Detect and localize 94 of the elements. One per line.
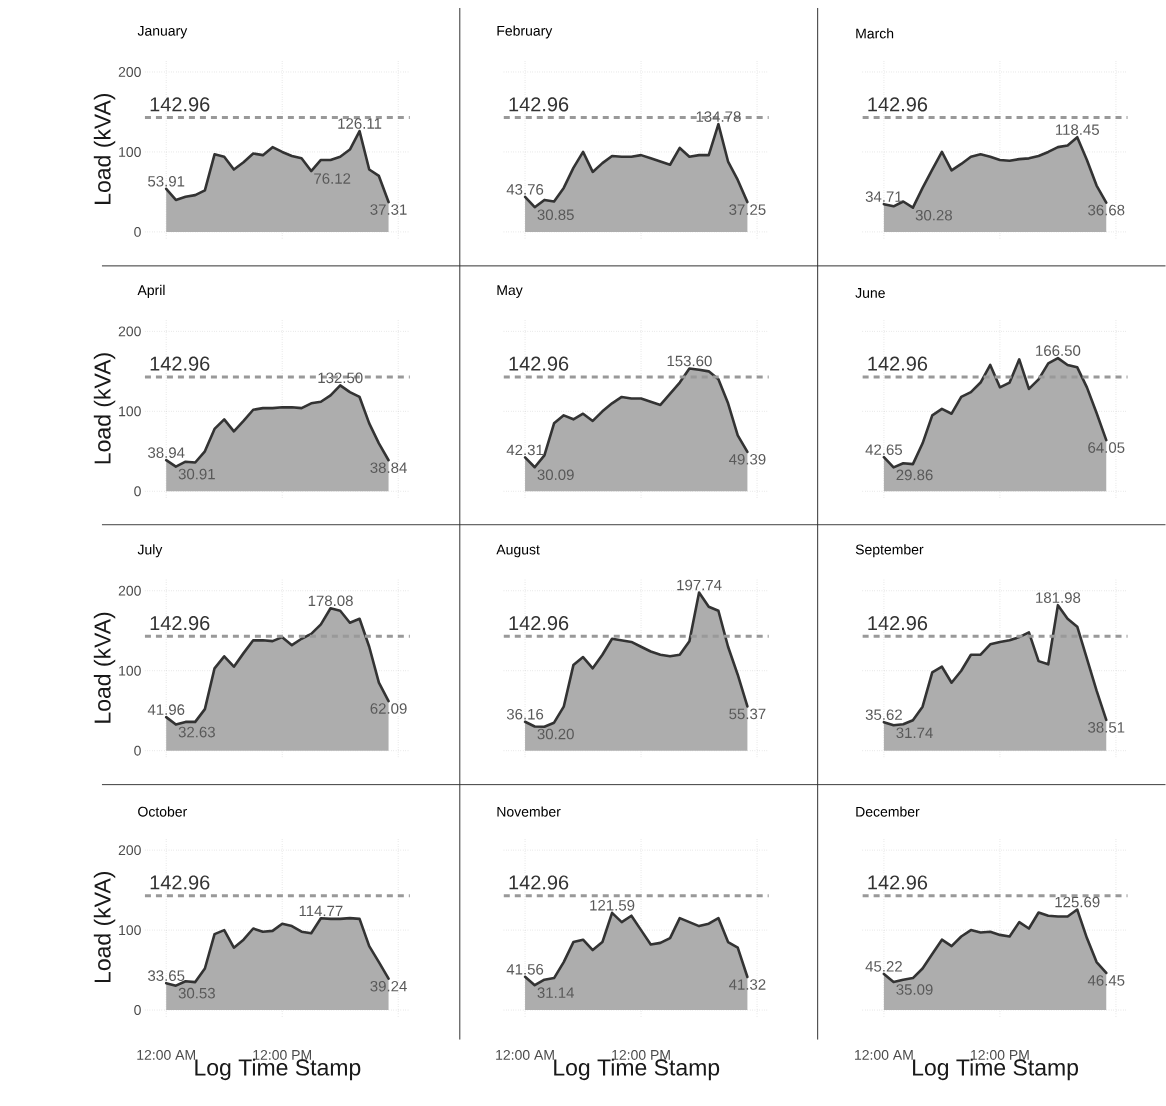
- annotation: 153.60: [667, 355, 712, 367]
- annotation: 178.08: [308, 595, 353, 607]
- y-tick-label: 100: [119, 406, 141, 417]
- annotation: 31.74: [896, 727, 933, 739]
- annotation: 134.78: [696, 111, 741, 123]
- annotation: 35.62: [865, 709, 902, 721]
- annotation: 38.84: [370, 462, 407, 474]
- annotation: 30.28: [915, 210, 952, 221]
- y-tick-label: 0: [134, 745, 141, 756]
- y-tick-label: 200: [118, 845, 141, 856]
- chart-title: November: [497, 806, 561, 817]
- annotation: 197.74: [677, 579, 722, 591]
- chart-title: December: [856, 806, 920, 817]
- y-tick-label: 200: [118, 326, 141, 337]
- y-tick-label: 200: [118, 67, 141, 78]
- x-tick-label: 12:00 AM: [137, 1050, 195, 1061]
- annotation: 49.39: [728, 454, 766, 465]
- ref-line-label: 142.96: [150, 616, 210, 631]
- annotation: 121.59: [590, 900, 635, 911]
- ref-line-label: 142.96: [868, 875, 928, 890]
- chart-title: September: [855, 544, 924, 558]
- y-axis-title: Load (kVA): [93, 872, 116, 983]
- ref-line-label: 142.96: [150, 97, 210, 112]
- chart-title: January: [137, 26, 188, 39]
- x-tick-label: 12:00 AM: [496, 1050, 554, 1061]
- chart-title: March: [856, 28, 894, 39]
- annotation: 29.86: [896, 469, 933, 481]
- annotation: 64.05: [1088, 442, 1125, 454]
- annotation: 32.63: [178, 727, 215, 738]
- x-tick-label: 12:00 PM: [971, 1050, 1029, 1061]
- x-tick-label: 12:00 AM: [855, 1050, 913, 1061]
- annotation: 42.65: [865, 444, 903, 456]
- annotation: 43.76: [506, 184, 544, 195]
- annotation: 42.31: [506, 444, 544, 456]
- annotation: 55.37: [729, 708, 766, 720]
- annotation: 76.12: [314, 173, 351, 185]
- annotation: 37.25: [729, 204, 766, 216]
- annotation: 46.45: [1087, 975, 1125, 986]
- annotation: 30.85: [537, 209, 574, 221]
- chart-title: June: [855, 288, 885, 299]
- annotation: 114.77: [299, 906, 343, 917]
- annotation: 41.32: [728, 979, 766, 991]
- annotation: 33.65: [148, 970, 185, 982]
- ref-line-label: 142.96: [509, 356, 569, 372]
- annotation: 36.68: [1088, 205, 1125, 216]
- annotation: 30.20: [537, 728, 574, 740]
- ref-line-label: 142.96: [868, 97, 928, 112]
- annotation: 36.16: [506, 709, 544, 720]
- y-axis-title: Load (kVA): [93, 353, 116, 464]
- chart-title: April: [137, 285, 165, 299]
- chart-title: October: [138, 806, 188, 817]
- annotation: 41.56: [506, 964, 544, 975]
- annotation: 166.50: [1036, 345, 1081, 357]
- annotation: 39.24: [370, 981, 407, 992]
- chart-title: July: [137, 544, 163, 558]
- annotation: 30.53: [178, 988, 215, 999]
- y-tick-label: 100: [119, 147, 141, 158]
- ref-line-label: 142.96: [509, 875, 569, 890]
- y-tick-label: 100: [119, 665, 141, 676]
- annotation: 38.51: [1088, 722, 1125, 733]
- y-tick-label: 200: [118, 586, 141, 596]
- x-tick-label: 12:00 PM: [253, 1050, 311, 1061]
- x-tick-label: 12:00 PM: [612, 1050, 670, 1061]
- annotation: 34.71: [865, 191, 902, 203]
- annotation: 45.22: [865, 961, 902, 972]
- ref-line-label: 142.96: [509, 616, 569, 631]
- ref-line-label: 142.96: [150, 875, 210, 890]
- chart-title: February: [497, 25, 553, 39]
- ref-line-label: 142.96: [868, 356, 928, 372]
- ref-line-label: 142.96: [509, 97, 569, 112]
- annotation: 53.91: [148, 176, 185, 187]
- y-tick-label: 0: [134, 227, 141, 238]
- annotation: 38.94: [148, 447, 185, 459]
- annotation: 125.69: [1055, 896, 1100, 908]
- annotation: 30.91: [178, 469, 215, 480]
- chart-title: May: [497, 285, 523, 299]
- chart-title: August: [496, 544, 540, 558]
- annotation: 118.45: [1056, 124, 1099, 136]
- y-tick-label: 100: [119, 925, 141, 936]
- annotation: 30.09: [537, 469, 574, 481]
- y-tick-label: 0: [134, 486, 141, 497]
- y-tick-label: 0: [134, 1005, 141, 1016]
- annotation: 35.09: [896, 984, 933, 996]
- annotation: 132.50: [318, 372, 363, 384]
- ref-line-label: 142.96: [868, 616, 928, 631]
- annotation: 126.11: [338, 118, 382, 130]
- annotation: 181.98: [1036, 592, 1081, 604]
- y-axis-title: Load (kVA): [93, 94, 116, 205]
- ref-line-label: 142.96: [150, 356, 210, 372]
- annotation: 37.31: [370, 204, 407, 216]
- annotation: 62.09: [370, 703, 407, 715]
- annotation: 31.14: [537, 987, 575, 999]
- annotation: 41.96: [147, 704, 185, 716]
- y-axis-title: Load (kVA): [93, 612, 116, 723]
